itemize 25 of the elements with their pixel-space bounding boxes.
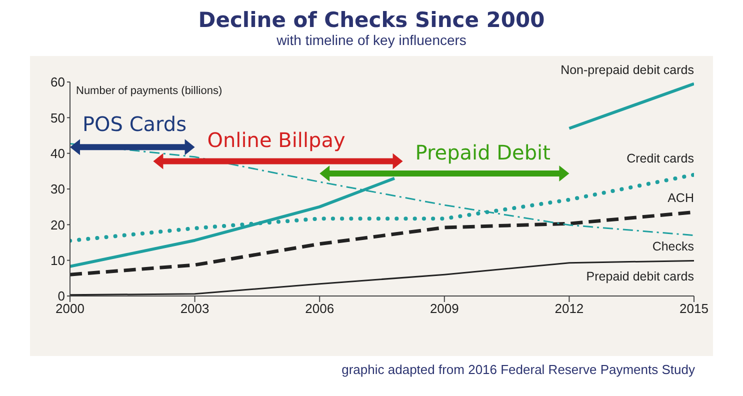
y-tick-label: 40	[50, 146, 65, 161]
annotation: Prepaid Debit	[415, 140, 551, 164]
y-tick-label: 10	[50, 252, 65, 268]
x-tick-label: 2003	[180, 301, 210, 316]
series-label: Non-prepaid debit cards	[560, 62, 694, 77]
y-tick-label: 0	[58, 288, 65, 304]
chart-title: Decline of Checks Since 2000	[197, 8, 546, 32]
x-tick-label: 2006	[305, 301, 334, 316]
y-tick-label: 60	[50, 74, 65, 90]
series-label: ACH	[668, 191, 694, 206]
y-axis-title: Number of payments (billions)	[76, 85, 222, 97]
y-tick-label: 20	[50, 217, 65, 232]
series-label: Prepaid debit cards	[586, 270, 694, 284]
y-tick-label: 50	[50, 110, 65, 126]
x-tick-label: 2015	[680, 301, 708, 316]
series-label: Credit cards	[626, 152, 694, 166]
x-tick-label: 2009	[430, 301, 459, 316]
annotation: Online Billpay	[207, 128, 346, 152]
series-label: Checks	[652, 239, 694, 254]
x-tick-label: 2012	[554, 301, 584, 316]
annotation: POS Cards	[82, 112, 187, 136]
text: graphic adapted from 2016 Federal Reserve Payments Study	[340, 362, 696, 377]
y-tick-label: 30	[50, 182, 65, 197]
x-tick-label: 2000	[56, 301, 84, 316]
chart-subtitle: with timeline of key influencers	[276, 32, 468, 48]
